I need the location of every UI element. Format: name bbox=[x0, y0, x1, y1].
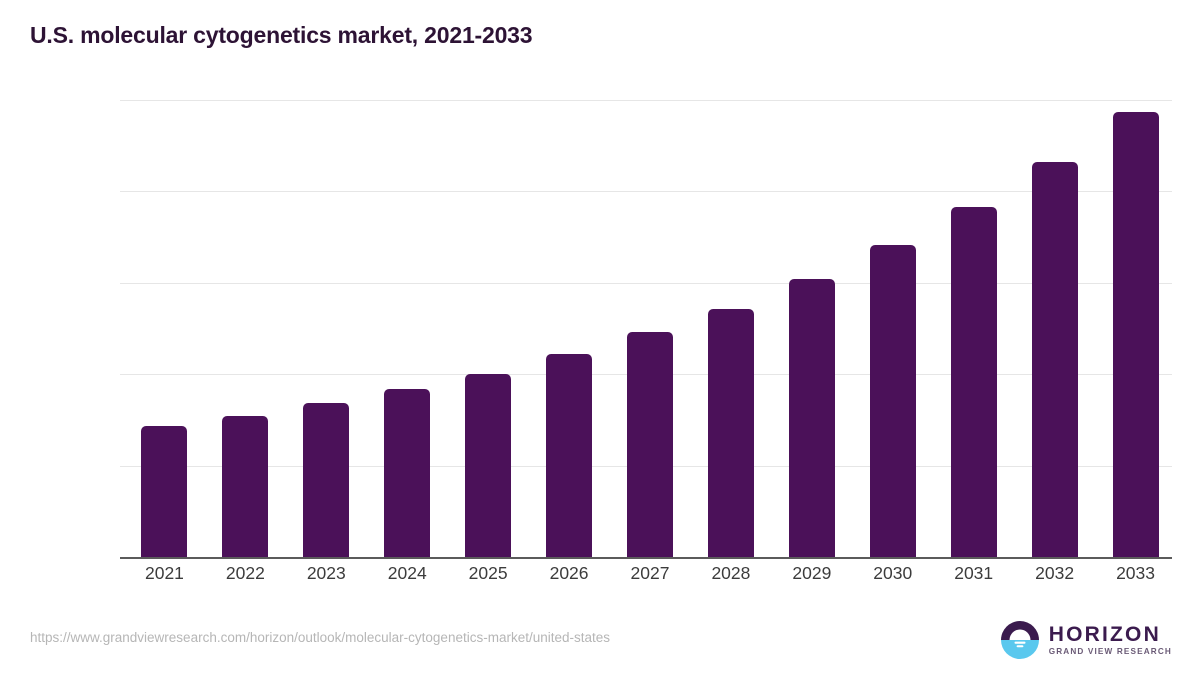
gridline bbox=[120, 191, 1172, 193]
logo-text: HORIZON GRAND VIEW RESEARCH bbox=[1049, 624, 1172, 656]
brand-logo[interactable]: HORIZON GRAND VIEW RESEARCH bbox=[1000, 620, 1172, 660]
source-url[interactable]: https://www.grandviewresearch.com/horizo… bbox=[30, 630, 611, 645]
bar-2025[interactable] bbox=[465, 374, 512, 557]
x-axis-tick-label: 2024 bbox=[387, 563, 427, 583]
bar-2032[interactable] bbox=[1031, 162, 1078, 557]
x-axis-tick-label: 2030 bbox=[873, 563, 913, 583]
x-axis-tick-label: 2023 bbox=[306, 563, 346, 583]
x-axis-tick-label: 2033 bbox=[1116, 563, 1155, 583]
x-axis-tick-label: 2022 bbox=[225, 563, 265, 583]
x-axis-tick-label: 2025 bbox=[468, 563, 508, 583]
plot-area: 05001000150020002500 2021202220232024202… bbox=[120, 100, 1172, 583]
horizon-sun-circle-icon bbox=[1000, 621, 1039, 659]
bar-2033[interactable] bbox=[1112, 111, 1159, 557]
x-axis-tick-label: 2027 bbox=[630, 563, 670, 583]
bar-2021[interactable] bbox=[141, 425, 188, 557]
x-axis-tick-label: 2032 bbox=[1035, 563, 1075, 583]
bar-2031[interactable] bbox=[950, 207, 997, 557]
bar-2024[interactable] bbox=[384, 389, 431, 557]
x-axis-tick-label: 2026 bbox=[549, 563, 589, 583]
gridline bbox=[120, 100, 1172, 101]
bar-2028[interactable] bbox=[707, 309, 754, 557]
page-title: U.S. molecular cytogenetics market, 2021… bbox=[30, 22, 533, 48]
bar-2022[interactable] bbox=[222, 416, 269, 557]
gridline bbox=[120, 282, 1172, 284]
x-axis-tick-label: 2021 bbox=[144, 563, 184, 583]
gridline bbox=[120, 557, 1172, 559]
x-axis-tick-label: 2031 bbox=[954, 563, 994, 583]
x-axis-tick-label: 2029 bbox=[792, 563, 832, 583]
logo-wordmark: HORIZON bbox=[1048, 622, 1161, 646]
logo-tagline: GRAND VIEW RESEARCH bbox=[1048, 646, 1172, 656]
bar-2027[interactable] bbox=[627, 332, 673, 557]
bar-2030[interactable] bbox=[869, 245, 916, 557]
bar-2023[interactable] bbox=[303, 403, 350, 557]
x-axis-tick-label: 2028 bbox=[711, 563, 751, 583]
bar-2026[interactable] bbox=[546, 354, 593, 557]
bar-2029[interactable] bbox=[788, 279, 835, 557]
